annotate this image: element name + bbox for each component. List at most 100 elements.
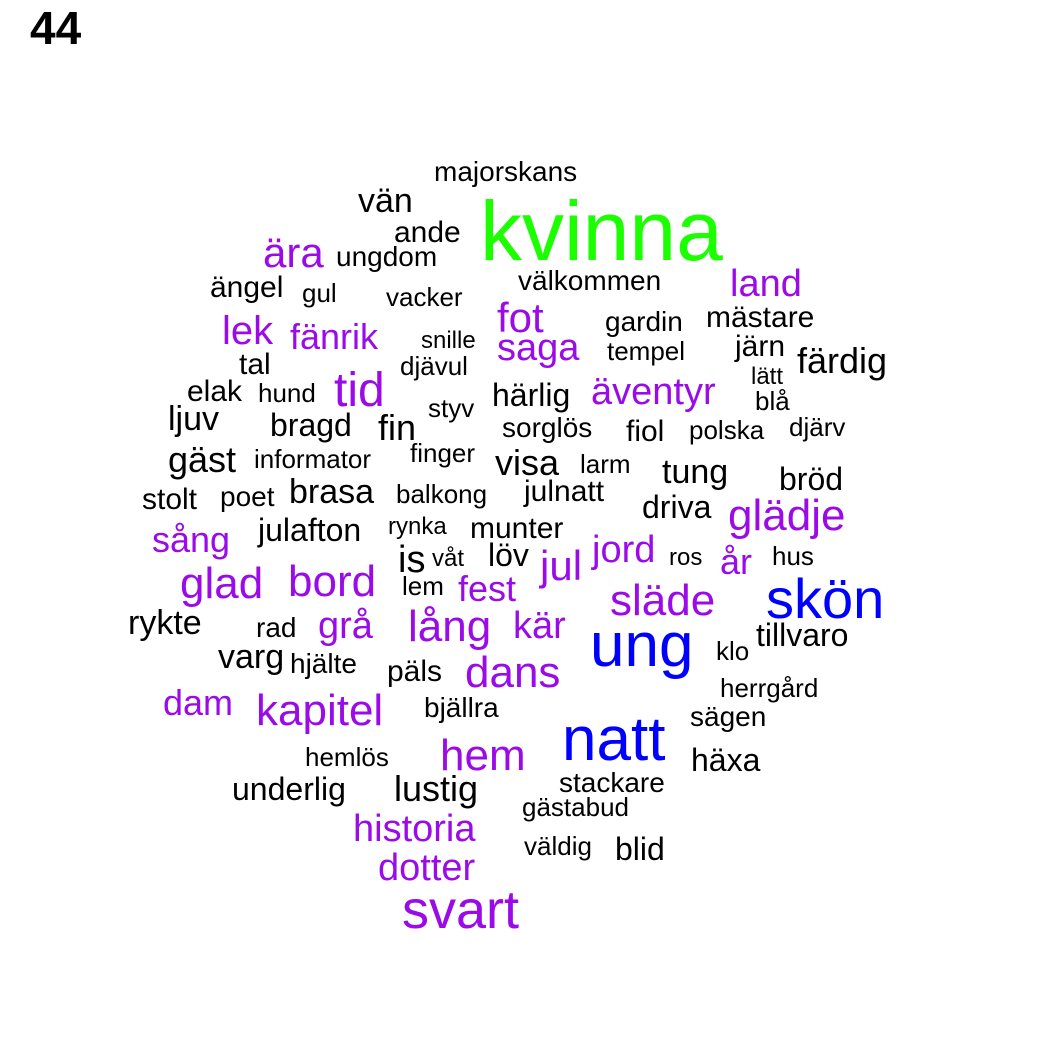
word-40: mästare bbox=[706, 301, 814, 334]
word-65: tung bbox=[662, 453, 728, 491]
word-51: blå bbox=[755, 386, 790, 416]
word-64: larm bbox=[580, 449, 631, 479]
word-0: kvinna bbox=[480, 184, 723, 278]
word-59: djärv bbox=[789, 412, 845, 442]
word-80: hus bbox=[772, 541, 814, 571]
chart-title: 44 bbox=[30, 2, 82, 54]
word-3: skön bbox=[766, 567, 884, 630]
word-92: hemlös bbox=[305, 742, 389, 772]
word-83: rad bbox=[256, 612, 296, 643]
word-69: brasa bbox=[289, 473, 374, 511]
word-16: land bbox=[730, 263, 802, 305]
word-12: glad bbox=[180, 559, 263, 608]
word-1: ung bbox=[590, 611, 693, 680]
word-2: natt bbox=[562, 705, 665, 774]
word-57: fiol bbox=[626, 415, 664, 448]
word-60: gäst bbox=[168, 439, 236, 480]
word-39: gardin bbox=[605, 306, 683, 337]
word-26: grå bbox=[318, 605, 374, 647]
word-99: blid bbox=[615, 831, 665, 867]
word-58: polska bbox=[689, 415, 765, 445]
word-20: äventyr bbox=[591, 371, 716, 413]
word-48: elak bbox=[187, 375, 243, 408]
word-78: löv bbox=[488, 537, 529, 573]
word-22: dotter bbox=[378, 847, 476, 889]
word-33: ande bbox=[394, 216, 461, 249]
word-56: sorglös bbox=[502, 412, 592, 443]
word-81: lem bbox=[402, 571, 444, 601]
word-42: tempel bbox=[607, 336, 685, 366]
word-6: hem bbox=[440, 731, 526, 780]
word-30: år bbox=[720, 541, 752, 582]
word-49: hund bbox=[258, 378, 316, 408]
word-36: ängel bbox=[210, 271, 283, 304]
word-5: tid bbox=[334, 364, 385, 417]
word-73: julafton bbox=[257, 512, 361, 548]
word-75: munter bbox=[470, 512, 563, 545]
word-43: järn bbox=[734, 330, 785, 363]
word-4: svart bbox=[402, 880, 519, 940]
word-95: lustig bbox=[394, 768, 478, 809]
word-54: bragd bbox=[270, 407, 352, 443]
word-24: jord bbox=[591, 529, 655, 571]
word-68: poet bbox=[220, 481, 275, 512]
word-67: stolt bbox=[142, 483, 198, 516]
word-41: snille bbox=[421, 327, 476, 354]
word-82: rykte bbox=[128, 604, 202, 642]
word-10: lång bbox=[408, 602, 491, 651]
word-55: fin bbox=[378, 407, 416, 448]
word-50: härlig bbox=[492, 377, 570, 413]
word-17: lek bbox=[222, 309, 274, 353]
word-77: våt bbox=[432, 545, 464, 572]
word-79: ros bbox=[669, 544, 702, 571]
word-72: driva bbox=[642, 489, 712, 525]
word-91: sägen bbox=[690, 701, 766, 732]
word-23: jul bbox=[538, 542, 582, 589]
word-44: färdig bbox=[797, 340, 887, 381]
word-74: rynka bbox=[388, 513, 447, 540]
word-11: bord bbox=[288, 557, 376, 606]
word-7: dans bbox=[465, 648, 560, 697]
word-94: underlig bbox=[232, 771, 346, 807]
word-15: fot bbox=[497, 294, 544, 341]
word-62: finger bbox=[410, 438, 475, 468]
word-32: majorskans bbox=[434, 156, 577, 187]
word-21: historia bbox=[353, 808, 476, 850]
word-52: ljuv bbox=[168, 400, 219, 438]
word-38: vacker bbox=[386, 282, 463, 312]
word-97: gästabud bbox=[522, 792, 629, 822]
word-85: klo bbox=[716, 636, 749, 666]
word-27: fest bbox=[458, 568, 516, 609]
words-layer: kvinna ung natt skön svart tid hem dans släde glä… bbox=[128, 156, 887, 940]
word-25: kär bbox=[513, 605, 566, 647]
word-47: lätt bbox=[751, 363, 783, 390]
word-45: tal bbox=[239, 348, 271, 381]
word-19: saga bbox=[497, 327, 580, 369]
word-89: herrgård bbox=[720, 673, 818, 703]
word-86: varg bbox=[218, 638, 284, 676]
word-87: hjälte bbox=[290, 648, 357, 679]
word-63: visa bbox=[495, 442, 560, 483]
word-18: fänrik bbox=[290, 316, 379, 357]
word-66: bröd bbox=[779, 461, 843, 497]
word-84: tillvaro bbox=[756, 617, 848, 653]
word-70: balkong bbox=[396, 479, 487, 509]
word-53: styv bbox=[428, 393, 474, 423]
word-29: dam bbox=[163, 682, 233, 723]
word-61: informator bbox=[254, 444, 371, 474]
word-71: julnatt bbox=[523, 475, 605, 508]
word-88: päls bbox=[387, 655, 442, 688]
word-93: häxa bbox=[691, 742, 761, 778]
word-76: is bbox=[398, 539, 425, 581]
word-9: glädje bbox=[728, 491, 845, 540]
word-14: ära bbox=[263, 229, 324, 276]
word-90: bjällra bbox=[424, 692, 499, 723]
word-31: vän bbox=[358, 182, 413, 220]
word-37: gul bbox=[302, 278, 337, 308]
word-34: ungdom bbox=[336, 241, 437, 272]
word-96: stackare bbox=[559, 767, 665, 798]
word-35: välkommen bbox=[518, 265, 661, 296]
word-46: djävul bbox=[400, 351, 468, 381]
word-13: kapitel bbox=[256, 686, 383, 735]
